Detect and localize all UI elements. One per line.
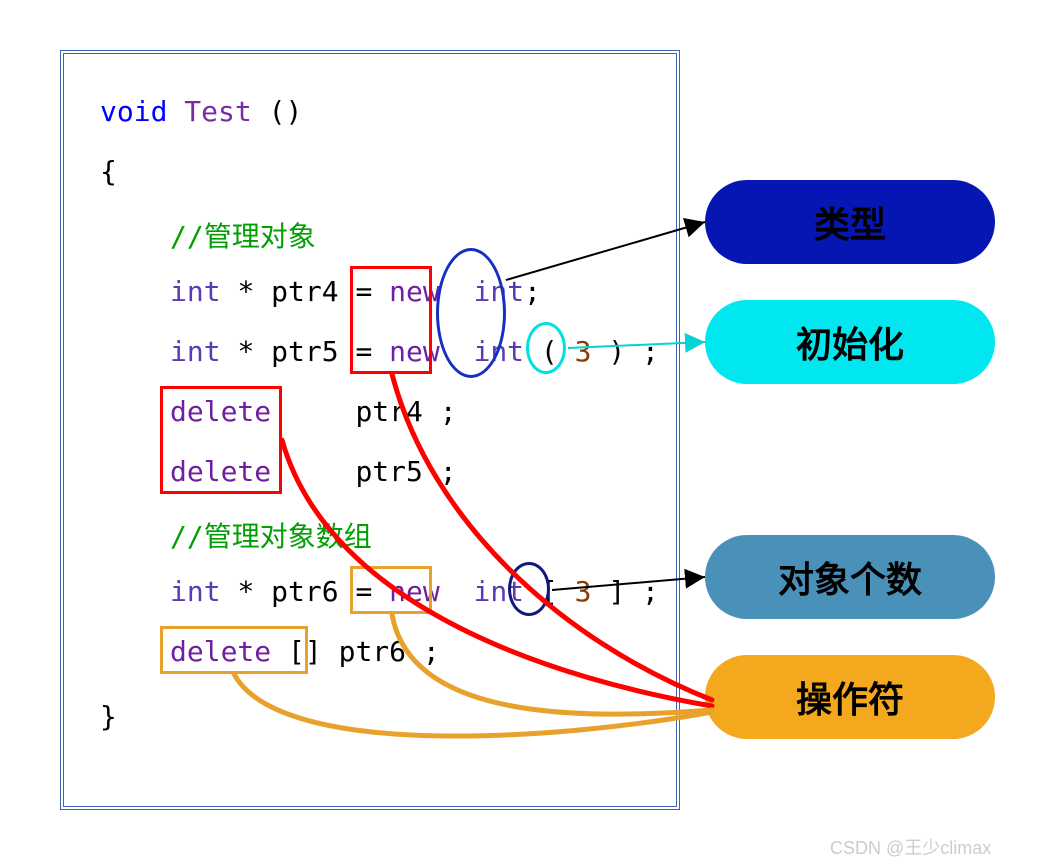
code-token: ; — [524, 275, 541, 308]
code-token: () — [269, 95, 303, 128]
code-token: } — [100, 700, 117, 733]
code-token: * — [237, 575, 271, 608]
code-token: 3 — [575, 575, 609, 608]
label-pill-type: 类型 — [705, 180, 995, 264]
code-token: //管理对象数组 — [170, 520, 372, 553]
code-token: ptr6 — [271, 575, 355, 608]
code-token: * — [237, 335, 271, 368]
code-token: ptr5 — [271, 335, 355, 368]
code-token: * — [237, 275, 271, 308]
code-line: //管理对象 — [170, 215, 316, 255]
code-panel — [60, 50, 680, 810]
code-token: ] ; — [608, 575, 659, 608]
code-line: { — [100, 155, 117, 188]
highlight-ellipse-three2-ellipse — [508, 562, 550, 616]
code-token: ptr4 — [271, 275, 355, 308]
code-token: ptr6 ; — [339, 635, 440, 668]
highlight-ellipse-three-ellipse — [526, 322, 566, 374]
code-token: Test — [184, 95, 268, 128]
highlight-rect-delete-box — [160, 386, 282, 494]
highlight-rect-new-box2 — [350, 566, 432, 614]
code-line: } — [100, 700, 117, 733]
code-token: ptr5 ; — [355, 455, 456, 488]
code-token: void — [100, 95, 184, 128]
diagram-canvas: void Test (){//管理对象int * ptr4 = new int;… — [0, 0, 1037, 864]
label-pill-count: 对象个数 — [705, 535, 995, 619]
highlight-rect-new-box — [350, 266, 432, 374]
highlight-rect-deletearr-box — [160, 626, 308, 674]
code-token: //管理对象 — [170, 220, 316, 253]
code-line: void Test () — [100, 95, 302, 128]
code-token: int — [170, 335, 237, 368]
label-pill-operator: 操作符 — [705, 655, 995, 739]
code-token: ) ; — [608, 335, 659, 368]
label-pill-init: 初始化 — [705, 300, 995, 384]
code-token: ptr4 ; — [355, 395, 456, 428]
code-token: 3 — [575, 335, 609, 368]
code-token: int — [170, 575, 237, 608]
highlight-ellipse-int-ellipse — [436, 248, 506, 378]
csdn-watermark: CSDN @王少climax — [830, 834, 991, 860]
code-token: int — [170, 275, 237, 308]
code-line: //管理对象数组 — [170, 515, 372, 555]
code-token: { — [100, 155, 117, 188]
